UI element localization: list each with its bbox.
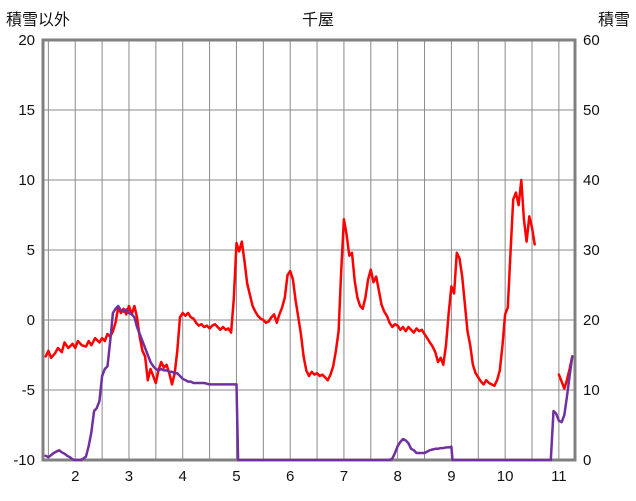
left-axis-tick-label: 5: [27, 242, 35, 259]
x-axis-tick-label: 4: [179, 468, 187, 485]
x-axis-tick-label: 6: [286, 468, 294, 485]
x-axis-tick-label: 10: [497, 468, 514, 485]
right-axis-tick-label: 0: [583, 452, 591, 469]
left-axis-title: 積雪以外: [6, 12, 71, 29]
x-axis-tick-label: 2: [71, 468, 79, 485]
right-axis-tick-label: 20: [583, 312, 600, 329]
x-axis-tick-label: 7: [340, 468, 348, 485]
right-axis-tick-label: 40: [583, 172, 600, 189]
red-line: [44, 178, 536, 388]
chart-title: 千屋: [301, 12, 334, 29]
right-axis-title: 積雪: [597, 12, 630, 29]
right-axis-tick-label: 10: [583, 382, 600, 399]
left-axis-tick-label: 0: [27, 312, 35, 329]
x-axis-tick-label: 9: [447, 468, 455, 485]
right-axis-tick-label: 60: [583, 32, 600, 49]
purple-line: [44, 304, 574, 462]
left-axis-tick-label: 10: [18, 172, 35, 189]
left-axis-tick-label: -10: [13, 452, 35, 469]
x-axis-tick-label: 8: [393, 468, 401, 485]
left-axis-tick-label: -5: [22, 382, 35, 399]
x-axis-tick-label: 5: [232, 468, 240, 485]
left-axis-tick-label: 15: [18, 102, 35, 119]
right-axis-tick-label: 50: [583, 102, 600, 119]
right-axis-tick-label: 30: [583, 242, 600, 259]
x-axis-tick-label: 11: [551, 468, 567, 485]
x-axis-tick-label: 3: [125, 468, 133, 485]
left-axis-tick-label: 20: [18, 32, 35, 49]
